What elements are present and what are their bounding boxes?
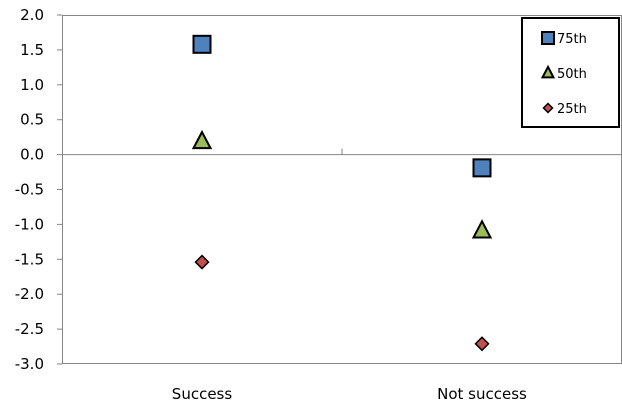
y-axis-ticks: 2.0 1.5 1.0 0.5 0.0 -0.5 -1.0 -1.5 -2.0 -2.5 -3.0: [15, 6, 62, 373]
data-point-25th-1: [194, 254, 210, 270]
data-point-50th-2: [471, 219, 493, 239]
legend-marker-50th: [540, 64, 556, 79]
y-tick-label: -2.0: [15, 285, 44, 303]
legend-label-75th: 75th: [557, 32, 587, 47]
y-tick-label: -3.0: [15, 355, 44, 373]
y-tick-label: -1.0: [15, 215, 44, 233]
data-point-25th-2: [474, 336, 490, 352]
x-tick-label: Success: [172, 385, 233, 403]
legend-label-50th: 50th: [557, 67, 587, 82]
data-point-75th-2: [472, 158, 492, 178]
y-tick-label: 1.0: [20, 76, 44, 94]
legend-label-25th: 25th: [557, 102, 587, 117]
data-point-75th-1: [192, 34, 212, 54]
x-tick-label: Not success: [437, 385, 527, 403]
y-tick-label: 0.5: [20, 111, 44, 129]
legend: 75th 50th 25th: [521, 17, 620, 128]
legend-box: [521, 17, 620, 128]
legend-marker-75th: [541, 31, 555, 45]
axes-layer: [62, 148, 622, 156]
y-tick-label: -0.5: [15, 181, 44, 199]
y-tick-label: -1.5: [15, 250, 44, 268]
data-point-50th-1: [191, 129, 213, 150]
x-axis-ticks: Success Not success: [172, 385, 527, 403]
y-tick-label: 1.5: [20, 41, 44, 59]
legend-marker-25th: [542, 102, 554, 114]
y-tick-label: 0.0: [20, 146, 44, 164]
data-points: [191, 34, 493, 352]
y-tick-label: 2.0: [20, 6, 44, 24]
y-tick-label: -2.5: [15, 320, 44, 338]
